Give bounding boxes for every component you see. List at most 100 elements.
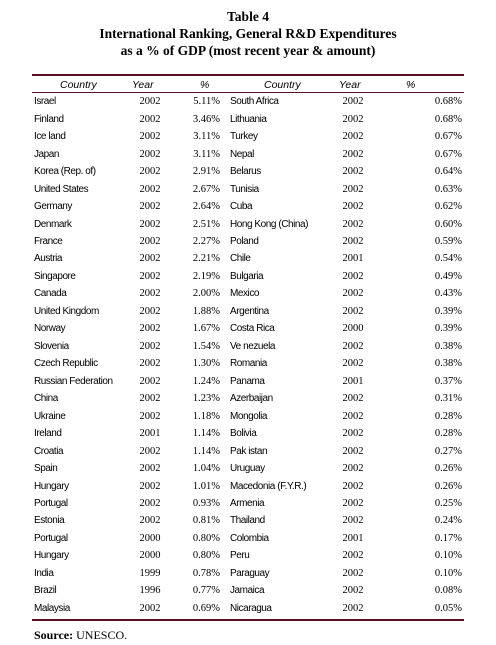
- country-left-cell: Russian Federation: [34, 375, 113, 387]
- year-left-cell: 2002: [139, 445, 161, 457]
- country-right-cell: Armenia: [230, 498, 265, 510]
- country-right-cell: Bulgaria: [230, 270, 264, 282]
- table-label: Table 4: [227, 9, 269, 24]
- pct-right-cell: 0.64%: [434, 166, 462, 178]
- pct-right-cell: 0.28%: [434, 410, 462, 422]
- country-left-cell: France: [34, 235, 63, 247]
- year-right-cell: 2001: [342, 253, 364, 265]
- pct-right-cell: 0.31%: [434, 393, 462, 405]
- pct-left-cell: 2.19%: [192, 270, 220, 282]
- header-country-right: Country: [264, 79, 301, 91]
- year-right-cell: 2002: [342, 463, 364, 475]
- pct-right-cell: 0.26%: [434, 463, 462, 475]
- year-right-cell: 2001: [342, 532, 364, 544]
- year-right-cell: 2002: [342, 445, 364, 457]
- country-right-cell: Tunisia: [230, 183, 259, 195]
- pct-right-cell: 0.37%: [434, 375, 462, 387]
- country-left-cell: Japan: [34, 148, 59, 160]
- bottom-rule: [32, 619, 464, 621]
- table-row: Israel 2002 5.11% South Africa 2002 0.68%: [32, 93, 470, 110]
- country-right-cell: Bolivia: [230, 428, 257, 440]
- table-row: Croatia 2002 1.14% Pak istan 2002 0.27%: [32, 442, 470, 459]
- pct-right-cell: 0.68%: [434, 96, 462, 108]
- table-row: United States 2002 2.67% Tunisia 2002 0.63%: [32, 180, 470, 197]
- year-right-cell: 2002: [342, 567, 364, 579]
- table-row: Portugal 2000 0.80% Colombia 2001 0.17%: [32, 530, 470, 547]
- year-left-cell: 2002: [139, 375, 161, 387]
- country-left-cell: Portugal: [34, 498, 68, 510]
- country-left-cell: Estonia: [34, 515, 65, 527]
- country-left-cell: Singapore: [34, 270, 76, 282]
- country-right-cell: Nicaragua: [230, 602, 272, 614]
- country-right-cell: Romania: [230, 358, 267, 370]
- table-row: Hungary 2000 0.80% Peru 2002 0.10%: [32, 547, 470, 564]
- country-right-cell: Belarus: [230, 166, 261, 178]
- country-right-cell: Nepal: [230, 148, 254, 160]
- pct-left-cell: 0.78%: [192, 567, 220, 579]
- pct-right-cell: 0.26%: [434, 480, 462, 492]
- year-right-cell: 2002: [342, 428, 364, 440]
- country-right-cell: Paraguay: [230, 567, 270, 579]
- pct-right-cell: 0.27%: [434, 445, 462, 457]
- pct-right-cell: 0.05%: [434, 602, 462, 614]
- pct-left-cell: 3.46%: [192, 113, 220, 125]
- country-left-cell: China: [34, 393, 58, 405]
- country-left-cell: Hungary: [34, 550, 69, 562]
- pct-left-cell: 1.23%: [192, 393, 220, 405]
- table-row: Ukraine 2002 1.18% Mongolia 2002 0.28%: [32, 407, 470, 424]
- pct-right-cell: 0.59%: [434, 235, 462, 247]
- pct-right-cell: 0.39%: [434, 323, 462, 335]
- country-left-cell: Ireland: [34, 428, 62, 440]
- year-right-cell: 2002: [342, 201, 364, 213]
- pct-left-cell: 0.69%: [192, 602, 220, 614]
- pct-left-cell: 1.24%: [192, 375, 220, 387]
- year-left-cell: 2002: [139, 602, 161, 614]
- pct-right-cell: 0.10%: [434, 567, 462, 579]
- table-row: Norway 2002 1.67% Costa Rica 2000 0.39%: [32, 320, 470, 337]
- table-row: Russian Federation 2002 1.24% Panama 2001 0.3…: [32, 373, 470, 390]
- year-left-cell: 2002: [139, 498, 161, 510]
- year-right-cell: 2002: [342, 305, 364, 317]
- country-left-cell: Hungary: [34, 480, 69, 492]
- year-left-cell: 2000: [139, 532, 161, 544]
- year-right-cell: 2002: [342, 498, 364, 510]
- country-left-cell: Brazil: [34, 585, 57, 597]
- pct-right-cell: 0.43%: [434, 288, 462, 300]
- pct-right-cell: 0.60%: [434, 218, 462, 230]
- table-row: India 1999 0.78% Paraguay 2002 0.10%: [32, 565, 470, 582]
- country-left-cell: Croatia: [34, 445, 64, 457]
- table-row: Finland 2002 3.46% Lithuania 2002 0.68%: [32, 110, 470, 127]
- country-right-cell: Hong Kong (China): [230, 218, 308, 230]
- country-left-cell: Korea (Rep. of): [34, 166, 96, 178]
- pct-left-cell: 2.27%: [192, 235, 220, 247]
- table-row: Malaysia 2002 0.69% Nicaragua 2002 0.05%: [32, 600, 470, 617]
- pct-right-cell: 0.39%: [434, 305, 462, 317]
- year-left-cell: 2002: [139, 515, 161, 527]
- table-row: Austria 2002 2.21% Chile 2001 0.54%: [32, 250, 470, 267]
- pct-right-cell: 0.08%: [434, 585, 462, 597]
- year-left-cell: 2002: [139, 288, 161, 300]
- country-right-cell: Peru: [230, 550, 250, 562]
- country-left-cell: Germany: [34, 201, 72, 213]
- table-row: Singapore 2002 2.19% Bulgaria 2002 0.49%: [32, 268, 470, 285]
- table-title-line-2: as a % of GDP (most recent year & amount…: [120, 43, 376, 58]
- pct-right-cell: 0.68%: [434, 113, 462, 125]
- pct-right-cell: 0.49%: [434, 270, 462, 282]
- table-row: Slovenia 2002 1.54% Ve nezuela 2002 0.38%: [32, 338, 470, 355]
- year-left-cell: 2002: [139, 96, 161, 108]
- country-left-cell: Czech Republic: [34, 358, 98, 370]
- year-left-cell: 2002: [139, 166, 161, 178]
- year-right-cell: 2002: [342, 550, 364, 562]
- table-row: China 2002 1.23% Azerbaijan 2002 0.31%: [32, 390, 470, 407]
- header-pct-left: %: [200, 79, 210, 91]
- country-right-cell: Lithuania: [230, 113, 267, 125]
- pct-right-cell: 0.25%: [434, 498, 462, 510]
- year-left-cell: 2002: [139, 323, 161, 335]
- pct-right-cell: 0.10%: [434, 550, 462, 562]
- pct-left-cell: 3.11%: [193, 131, 220, 143]
- pct-left-cell: 2.21%: [192, 253, 220, 265]
- year-left-cell: 2002: [139, 235, 161, 247]
- country-right-cell: South Africa: [230, 96, 279, 108]
- year-left-cell: 2002: [139, 201, 161, 213]
- pct-left-cell: 1.14%: [192, 445, 220, 457]
